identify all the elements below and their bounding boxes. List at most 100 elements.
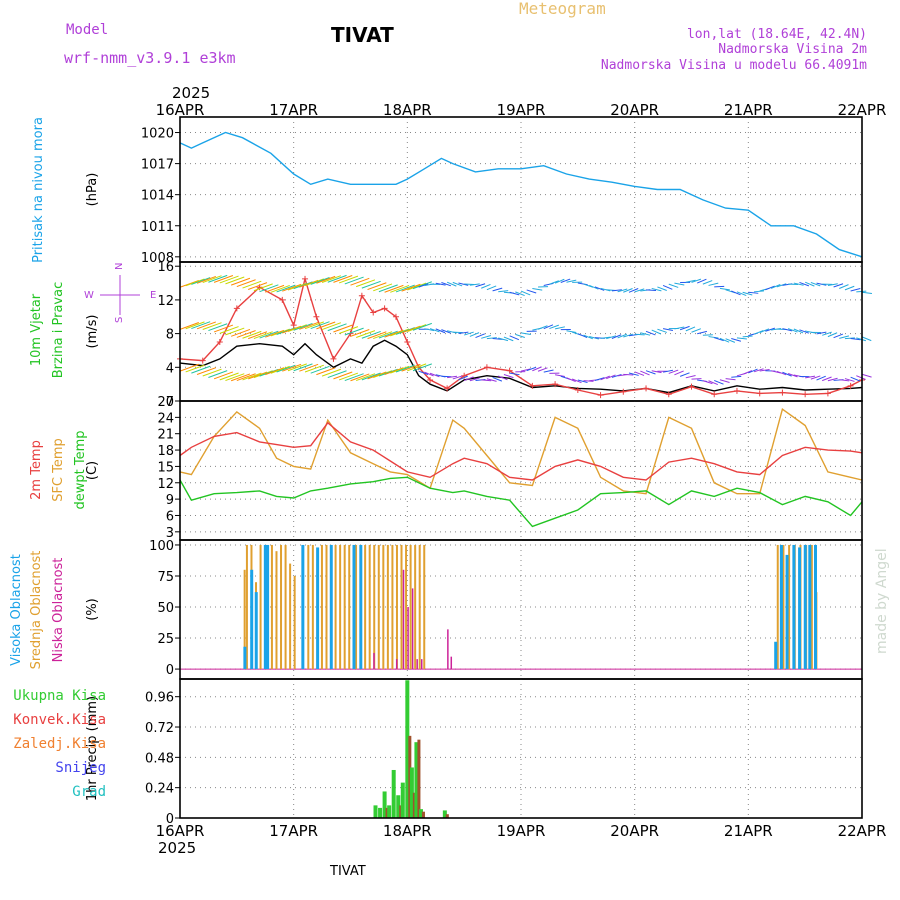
wind-barb xyxy=(378,330,398,339)
mid-cloud-bar xyxy=(334,544,337,670)
wind-barb xyxy=(304,321,324,330)
wind-barb xyxy=(634,333,645,336)
wind-barb xyxy=(373,370,393,379)
wind-barb xyxy=(776,370,787,376)
wind-barb xyxy=(799,329,810,334)
mid-cloud-bar xyxy=(289,563,292,670)
gust-marker xyxy=(756,390,763,397)
compass-south: S xyxy=(114,317,125,323)
ytick-label: 0.24 xyxy=(145,782,174,797)
panel-wind: 16 12 8 4 0 N W E S (m/s) xyxy=(84,260,872,410)
wind-barb xyxy=(458,282,469,286)
wind-barb xyxy=(225,373,245,382)
mid-cloud-bar xyxy=(386,544,389,670)
precip-legend-item: Ukupna Kisa xyxy=(13,688,106,704)
wind-barb xyxy=(554,278,565,284)
wind-barb xyxy=(645,370,656,375)
compass-cross xyxy=(100,275,140,315)
precip-total-bar xyxy=(382,791,387,818)
precip-conv-bar xyxy=(399,805,403,818)
ytick-label: 3 xyxy=(166,526,174,541)
wind-barb xyxy=(498,290,509,293)
mid-cloud-bar xyxy=(293,575,296,670)
wind-barb xyxy=(287,324,307,333)
mid-cloud-bar xyxy=(284,544,287,670)
wind-barb xyxy=(196,367,217,375)
compass-north: N xyxy=(114,263,125,270)
wind-barb xyxy=(719,287,730,291)
wind-barb xyxy=(662,328,674,331)
gust-marker xyxy=(216,339,223,346)
wind-barb xyxy=(316,275,336,284)
high-cloud-bar xyxy=(808,544,812,670)
mid-cloud-bar xyxy=(275,551,278,670)
wind-barb xyxy=(685,279,696,283)
wind-barb xyxy=(611,373,622,378)
wind-barb xyxy=(697,330,708,335)
top-date-label: 19APR xyxy=(497,101,546,119)
wind-barb xyxy=(731,290,741,296)
wind-barb xyxy=(526,289,537,294)
wind-barb xyxy=(321,275,342,284)
ytick-label: 27 xyxy=(157,395,174,410)
wind-barb xyxy=(475,283,486,288)
wind-barb xyxy=(384,367,404,376)
wind-barb xyxy=(242,280,262,289)
wind-barb xyxy=(293,281,313,290)
gust-marker xyxy=(381,305,388,312)
high-cloud-bar xyxy=(798,547,802,670)
low-cloud-bar xyxy=(450,656,453,670)
wind-barb xyxy=(617,333,628,339)
top-date-label: 22APR xyxy=(838,101,887,119)
wind-barb xyxy=(617,288,628,293)
wind-barb xyxy=(259,330,279,339)
wind-barb xyxy=(412,363,432,372)
wind-barb xyxy=(736,291,747,297)
gust-marker xyxy=(620,388,627,395)
panel-clouds: 100 75 50 25 0 (%) xyxy=(85,539,863,680)
wind-barb xyxy=(725,378,736,381)
high-cloud-bar xyxy=(352,544,356,670)
wind-barb xyxy=(242,330,262,339)
gust-marker xyxy=(302,275,309,282)
wind-barb xyxy=(367,371,387,380)
wind-barb xyxy=(475,333,485,339)
ytick-label: 8 xyxy=(166,328,174,343)
wind-barb xyxy=(435,282,446,286)
wind-barb xyxy=(856,337,867,342)
precip-total-bar xyxy=(414,742,419,818)
wind-barb xyxy=(481,283,491,289)
bottom-date-label: 21APR xyxy=(724,822,773,840)
wind-barb xyxy=(600,287,611,292)
wind-barb xyxy=(719,337,730,343)
high-cloud-bar xyxy=(813,544,817,670)
wind-barb xyxy=(646,289,657,291)
wind-barb xyxy=(270,365,290,374)
mid-cloud-bar xyxy=(782,544,785,670)
wind-barb xyxy=(532,366,542,372)
wind-barb xyxy=(225,327,245,336)
wind-barb xyxy=(265,329,285,338)
ytick-label: 0.72 xyxy=(145,721,174,736)
wind-barb xyxy=(338,372,359,381)
wind-barb xyxy=(708,380,718,386)
wind-barb xyxy=(526,366,537,372)
wind-barb xyxy=(810,281,821,287)
bottom-date-label: 19APR xyxy=(497,822,546,840)
gust-marker xyxy=(358,292,365,299)
wind-barb xyxy=(230,277,251,286)
wind-barb xyxy=(179,363,199,372)
ytick-label: 15 xyxy=(157,460,174,475)
wind-barb xyxy=(770,327,782,331)
mid-cloud-bar xyxy=(307,544,310,670)
wind-barb xyxy=(719,379,730,383)
wind-barb xyxy=(804,281,815,287)
wind-barb xyxy=(441,282,452,287)
wind-barb xyxy=(668,369,679,374)
wind-barb xyxy=(640,332,651,336)
wind-barb xyxy=(299,363,319,372)
wind-barb xyxy=(628,372,639,376)
wind-barb xyxy=(782,328,793,332)
wind-barb xyxy=(356,330,376,338)
